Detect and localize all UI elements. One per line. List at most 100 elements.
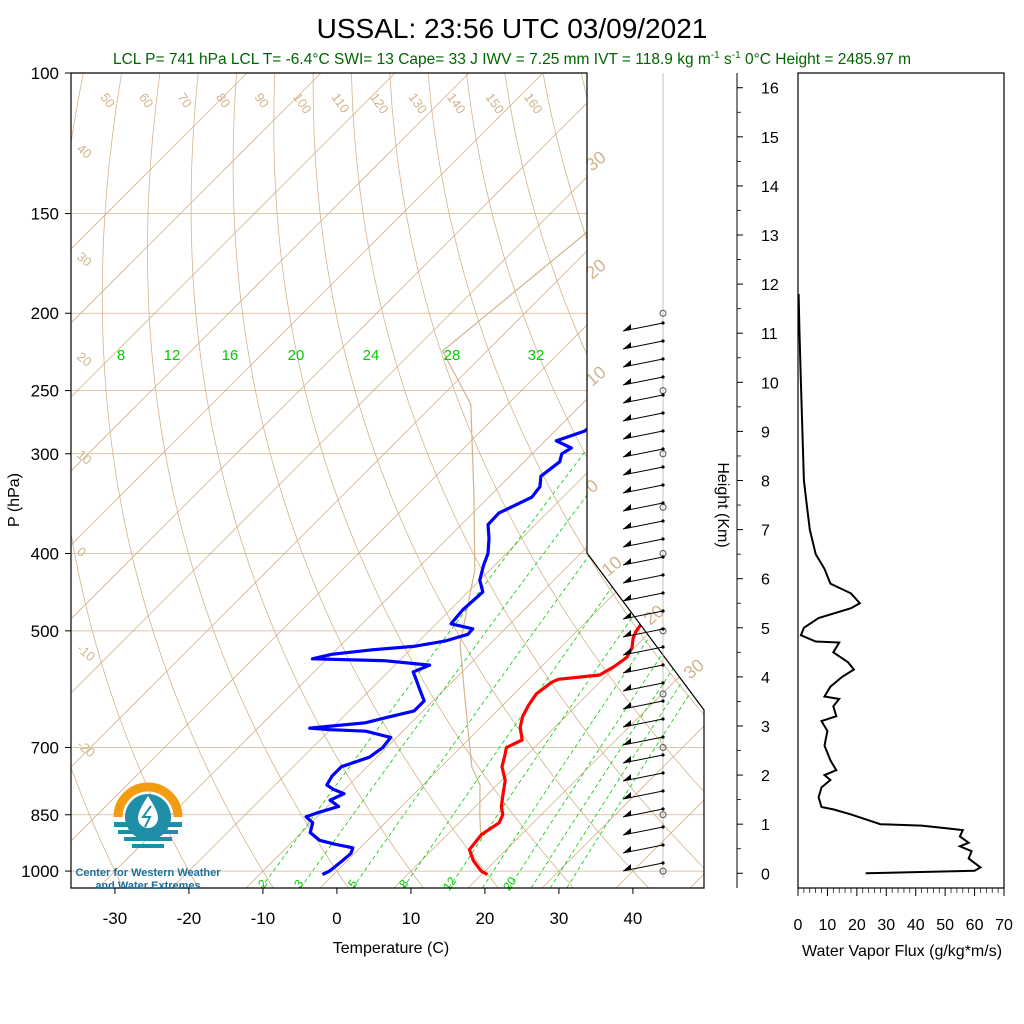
temperature-tick-label--30: -30 xyxy=(103,909,128,928)
wind-barb-flag xyxy=(623,396,631,403)
height-tick-label-11: 11 xyxy=(761,326,778,343)
dry-adiabat xyxy=(657,73,704,888)
mixing-ratio-line xyxy=(508,346,704,888)
temperature-tick-label-20: 20 xyxy=(475,909,494,928)
mixing-ratio-line xyxy=(566,346,704,888)
wind-level-marker xyxy=(659,309,667,317)
plot-frame xyxy=(70,72,705,889)
wind-barb-flag xyxy=(623,774,631,781)
summary-main: LCL P= 741 hPa LCL T= -6.4°C SWI= 13 Cap… xyxy=(113,51,711,68)
wind-barb-dot xyxy=(661,447,665,451)
height-tick-label-2: 2 xyxy=(761,768,770,785)
temperature-tick-label-10: 10 xyxy=(401,909,420,928)
temperature-tick-label-40: 40 xyxy=(623,909,642,928)
skewt-panel: 50 60 70 80 90 100 110 120 130 140 150 160403020100… xyxy=(6,64,1024,957)
height-tick-label-14: 14 xyxy=(761,179,779,196)
temperature-axis-label: Temperature (C) xyxy=(333,940,449,957)
dry-adiabat xyxy=(811,73,1024,888)
height-tick-label-5: 5 xyxy=(761,621,770,638)
wind-barb-dot xyxy=(661,645,665,649)
wind-barb-dot xyxy=(661,321,665,325)
wind-barb-flag xyxy=(623,468,631,475)
pressure-tick-label-200: 200 xyxy=(31,304,59,323)
wind-barb-flag xyxy=(623,342,631,349)
moist-adiabat-label: 20 xyxy=(582,255,610,283)
pressure-tick-label-850: 850 xyxy=(31,806,59,825)
mixing-ratio-label: 28 xyxy=(444,347,461,364)
moist-adiabat-label: 30 xyxy=(582,147,610,175)
dry-adiabat xyxy=(849,73,1024,888)
isotherm xyxy=(71,73,692,888)
wind-barb-dot xyxy=(661,393,665,397)
dry-adiabat xyxy=(389,73,704,888)
wind-barb-flag xyxy=(623,738,631,745)
wind-barb-flag xyxy=(623,702,631,709)
dewpoint-profile xyxy=(304,317,670,876)
pressure-axis-label: P (hPa) xyxy=(6,473,23,527)
isotherm xyxy=(319,73,704,888)
isotherm-label: 70 xyxy=(175,90,196,110)
height-tick-label-1: 1 xyxy=(761,817,770,834)
flux-tick-label-10: 10 xyxy=(819,917,837,934)
mixing-ratio-line xyxy=(530,346,704,888)
isotherm xyxy=(71,73,396,888)
isotherm xyxy=(97,73,704,888)
mixing-ratio-label: 16 xyxy=(222,347,239,364)
isotherm-label: 130 xyxy=(406,90,431,116)
wind-barb-dot xyxy=(661,861,665,865)
wind-barb-flag xyxy=(623,432,631,439)
mixing-ratio-label: 20 xyxy=(288,347,305,364)
pressure-tick-label-1000: 1000 xyxy=(21,862,59,881)
pressure-tick-label-100: 100 xyxy=(31,64,59,83)
height-tick-label-10: 10 xyxy=(761,375,779,392)
dry-adiabat xyxy=(71,73,124,888)
mixing-ratio-bottom-label: 12 xyxy=(440,874,459,893)
wind-barb-flag xyxy=(623,414,631,421)
isotherm xyxy=(615,73,704,888)
flux-tick-label-20: 20 xyxy=(848,917,866,934)
temperature-tick-label--20: -20 xyxy=(177,909,202,928)
wind-barbs xyxy=(622,73,667,878)
height-tick-label-13: 13 xyxy=(761,228,779,245)
height-tick-label-0: 0 xyxy=(761,866,770,883)
mixing-ratio-label: 24 xyxy=(363,347,380,364)
wind-barb-flag xyxy=(623,846,631,853)
isotherm-label: 160 xyxy=(521,90,546,116)
flux-tick-label-70: 70 xyxy=(995,917,1013,934)
logo-water-3 xyxy=(124,837,172,841)
wind-barb-dot xyxy=(661,717,665,721)
wind-level-marker xyxy=(659,450,667,458)
height-tick-label-3: 3 xyxy=(761,719,770,736)
wind-level-marker xyxy=(659,743,667,751)
wind-barb-flag xyxy=(623,666,631,673)
dry-adiabat xyxy=(773,73,1024,888)
temperature-tick-label-0: 0 xyxy=(332,909,341,928)
mixing-ratio-label: 12 xyxy=(164,347,181,364)
logo-line-2: and Water Extremes xyxy=(95,880,200,892)
height-tick-label-9: 9 xyxy=(761,424,770,441)
height-tick-label-16: 16 xyxy=(761,81,779,98)
sounding-summary: LCL P= 741 hPa LCL T= -6.4°C SWI= 13 Cap… xyxy=(113,50,911,68)
isotherm xyxy=(245,73,704,888)
mixing-ratio-line xyxy=(260,346,666,888)
flux-tick-label-50: 50 xyxy=(936,917,954,934)
height-tick-label-6: 6 xyxy=(761,572,770,589)
wind-barb-dot xyxy=(661,609,665,613)
pressure-tick-label-150: 150 xyxy=(31,205,59,224)
wind-barb-dot xyxy=(661,501,665,505)
height-tick-label-12: 12 xyxy=(761,277,779,294)
mixing-ratio-line xyxy=(482,346,704,888)
dry-adiabat-label: 0 xyxy=(74,544,89,560)
wind-barb-flag xyxy=(623,684,631,691)
wind-barb-dot xyxy=(661,771,665,775)
logo-water-4 xyxy=(132,844,164,848)
wind-barb-flag xyxy=(623,756,631,763)
moist-adiabat-label: 0 xyxy=(582,475,603,497)
wind-barb-flag xyxy=(623,558,631,565)
dry-adiabat-label: -10 xyxy=(74,641,98,665)
wind-barb-flag xyxy=(623,324,631,331)
summary-sup1: -1 xyxy=(711,50,720,61)
temperature-profile xyxy=(467,317,704,876)
